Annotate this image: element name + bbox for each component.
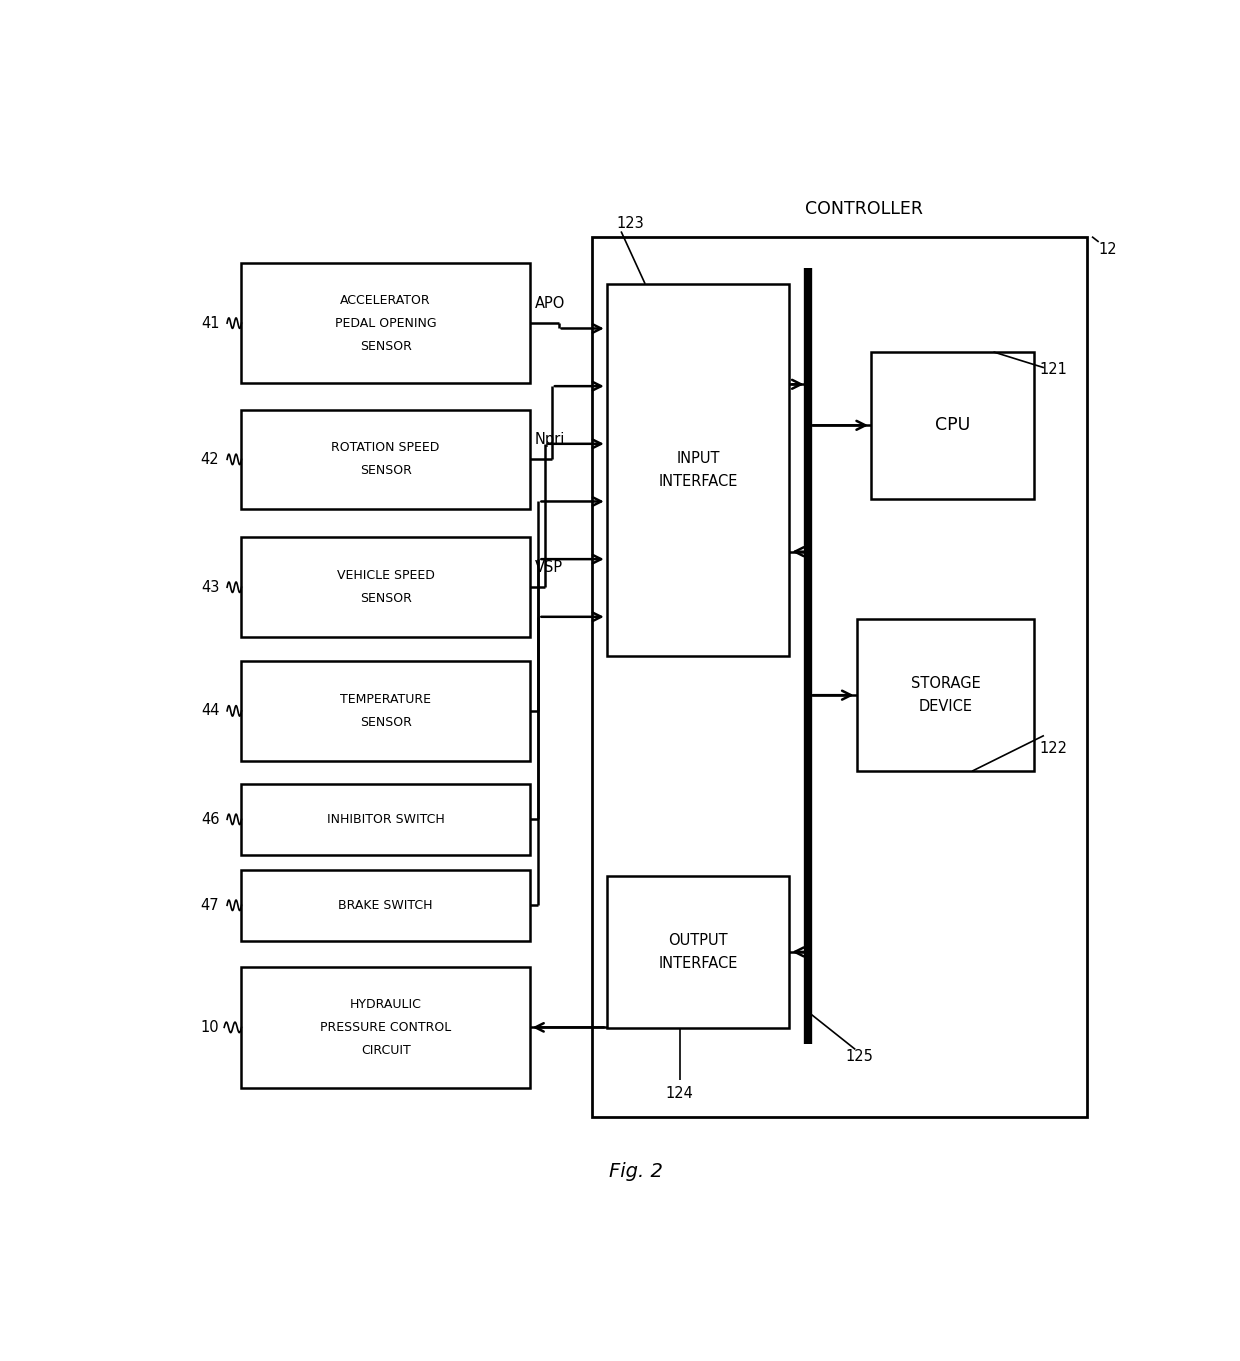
Text: 46: 46: [201, 813, 219, 827]
Text: ACCELERATOR: ACCELERATOR: [340, 294, 432, 306]
Text: BRAKE SWITCH: BRAKE SWITCH: [339, 898, 433, 912]
Bar: [242, 784, 529, 855]
Text: CIRCUIT: CIRCUIT: [361, 1044, 410, 1057]
Text: 44: 44: [201, 704, 219, 719]
Text: SENSOR: SENSOR: [360, 592, 412, 606]
Text: SENSOR: SENSOR: [360, 464, 412, 478]
Text: INHIBITOR SWITCH: INHIBITOR SWITCH: [327, 813, 444, 826]
Text: INTERFACE: INTERFACE: [658, 474, 738, 489]
Text: PRESSURE CONTROL: PRESSURE CONTROL: [320, 1021, 451, 1034]
Bar: [857, 619, 1034, 772]
Bar: [242, 538, 529, 637]
Text: 43: 43: [201, 580, 219, 595]
Bar: [242, 870, 529, 940]
Text: OUTPUT: OUTPUT: [668, 932, 728, 947]
Text: 124: 124: [666, 1086, 693, 1101]
Bar: [242, 661, 529, 761]
Text: INPUT: INPUT: [676, 450, 719, 465]
Bar: [870, 352, 1034, 498]
Text: CONTROLLER: CONTROLLER: [806, 200, 924, 218]
Text: 125: 125: [844, 1049, 873, 1064]
Bar: [242, 968, 529, 1087]
Bar: [606, 876, 789, 1028]
Text: HYDRAULIC: HYDRAULIC: [350, 998, 422, 1011]
Text: PEDAL OPENING: PEDAL OPENING: [335, 317, 436, 329]
Text: 123: 123: [616, 216, 644, 231]
Text: INTERFACE: INTERFACE: [658, 955, 738, 970]
Text: 121: 121: [1039, 362, 1066, 377]
Text: APO: APO: [534, 295, 565, 310]
Text: 122: 122: [1039, 740, 1068, 755]
Text: 12: 12: [1099, 242, 1117, 257]
Text: Npri: Npri: [534, 431, 565, 446]
Text: SENSOR: SENSOR: [360, 716, 412, 729]
Text: ROTATION SPEED: ROTATION SPEED: [331, 441, 440, 455]
Text: CPU: CPU: [935, 416, 970, 434]
Text: STORAGE: STORAGE: [910, 676, 981, 691]
Text: VSP: VSP: [534, 559, 563, 574]
Bar: [242, 410, 529, 509]
Text: 41: 41: [201, 316, 219, 331]
Text: TEMPERATURE: TEMPERATURE: [340, 693, 432, 706]
Bar: [593, 237, 1087, 1117]
Bar: [606, 284, 789, 656]
Text: DEVICE: DEVICE: [919, 700, 972, 715]
Text: SENSOR: SENSOR: [360, 340, 412, 352]
Text: 42: 42: [201, 452, 219, 467]
Text: 10: 10: [201, 1019, 219, 1034]
Text: 47: 47: [201, 898, 219, 913]
Text: VEHICLE SPEED: VEHICLE SPEED: [337, 569, 434, 583]
Bar: [242, 263, 529, 384]
Text: Fig. 2: Fig. 2: [609, 1162, 662, 1181]
